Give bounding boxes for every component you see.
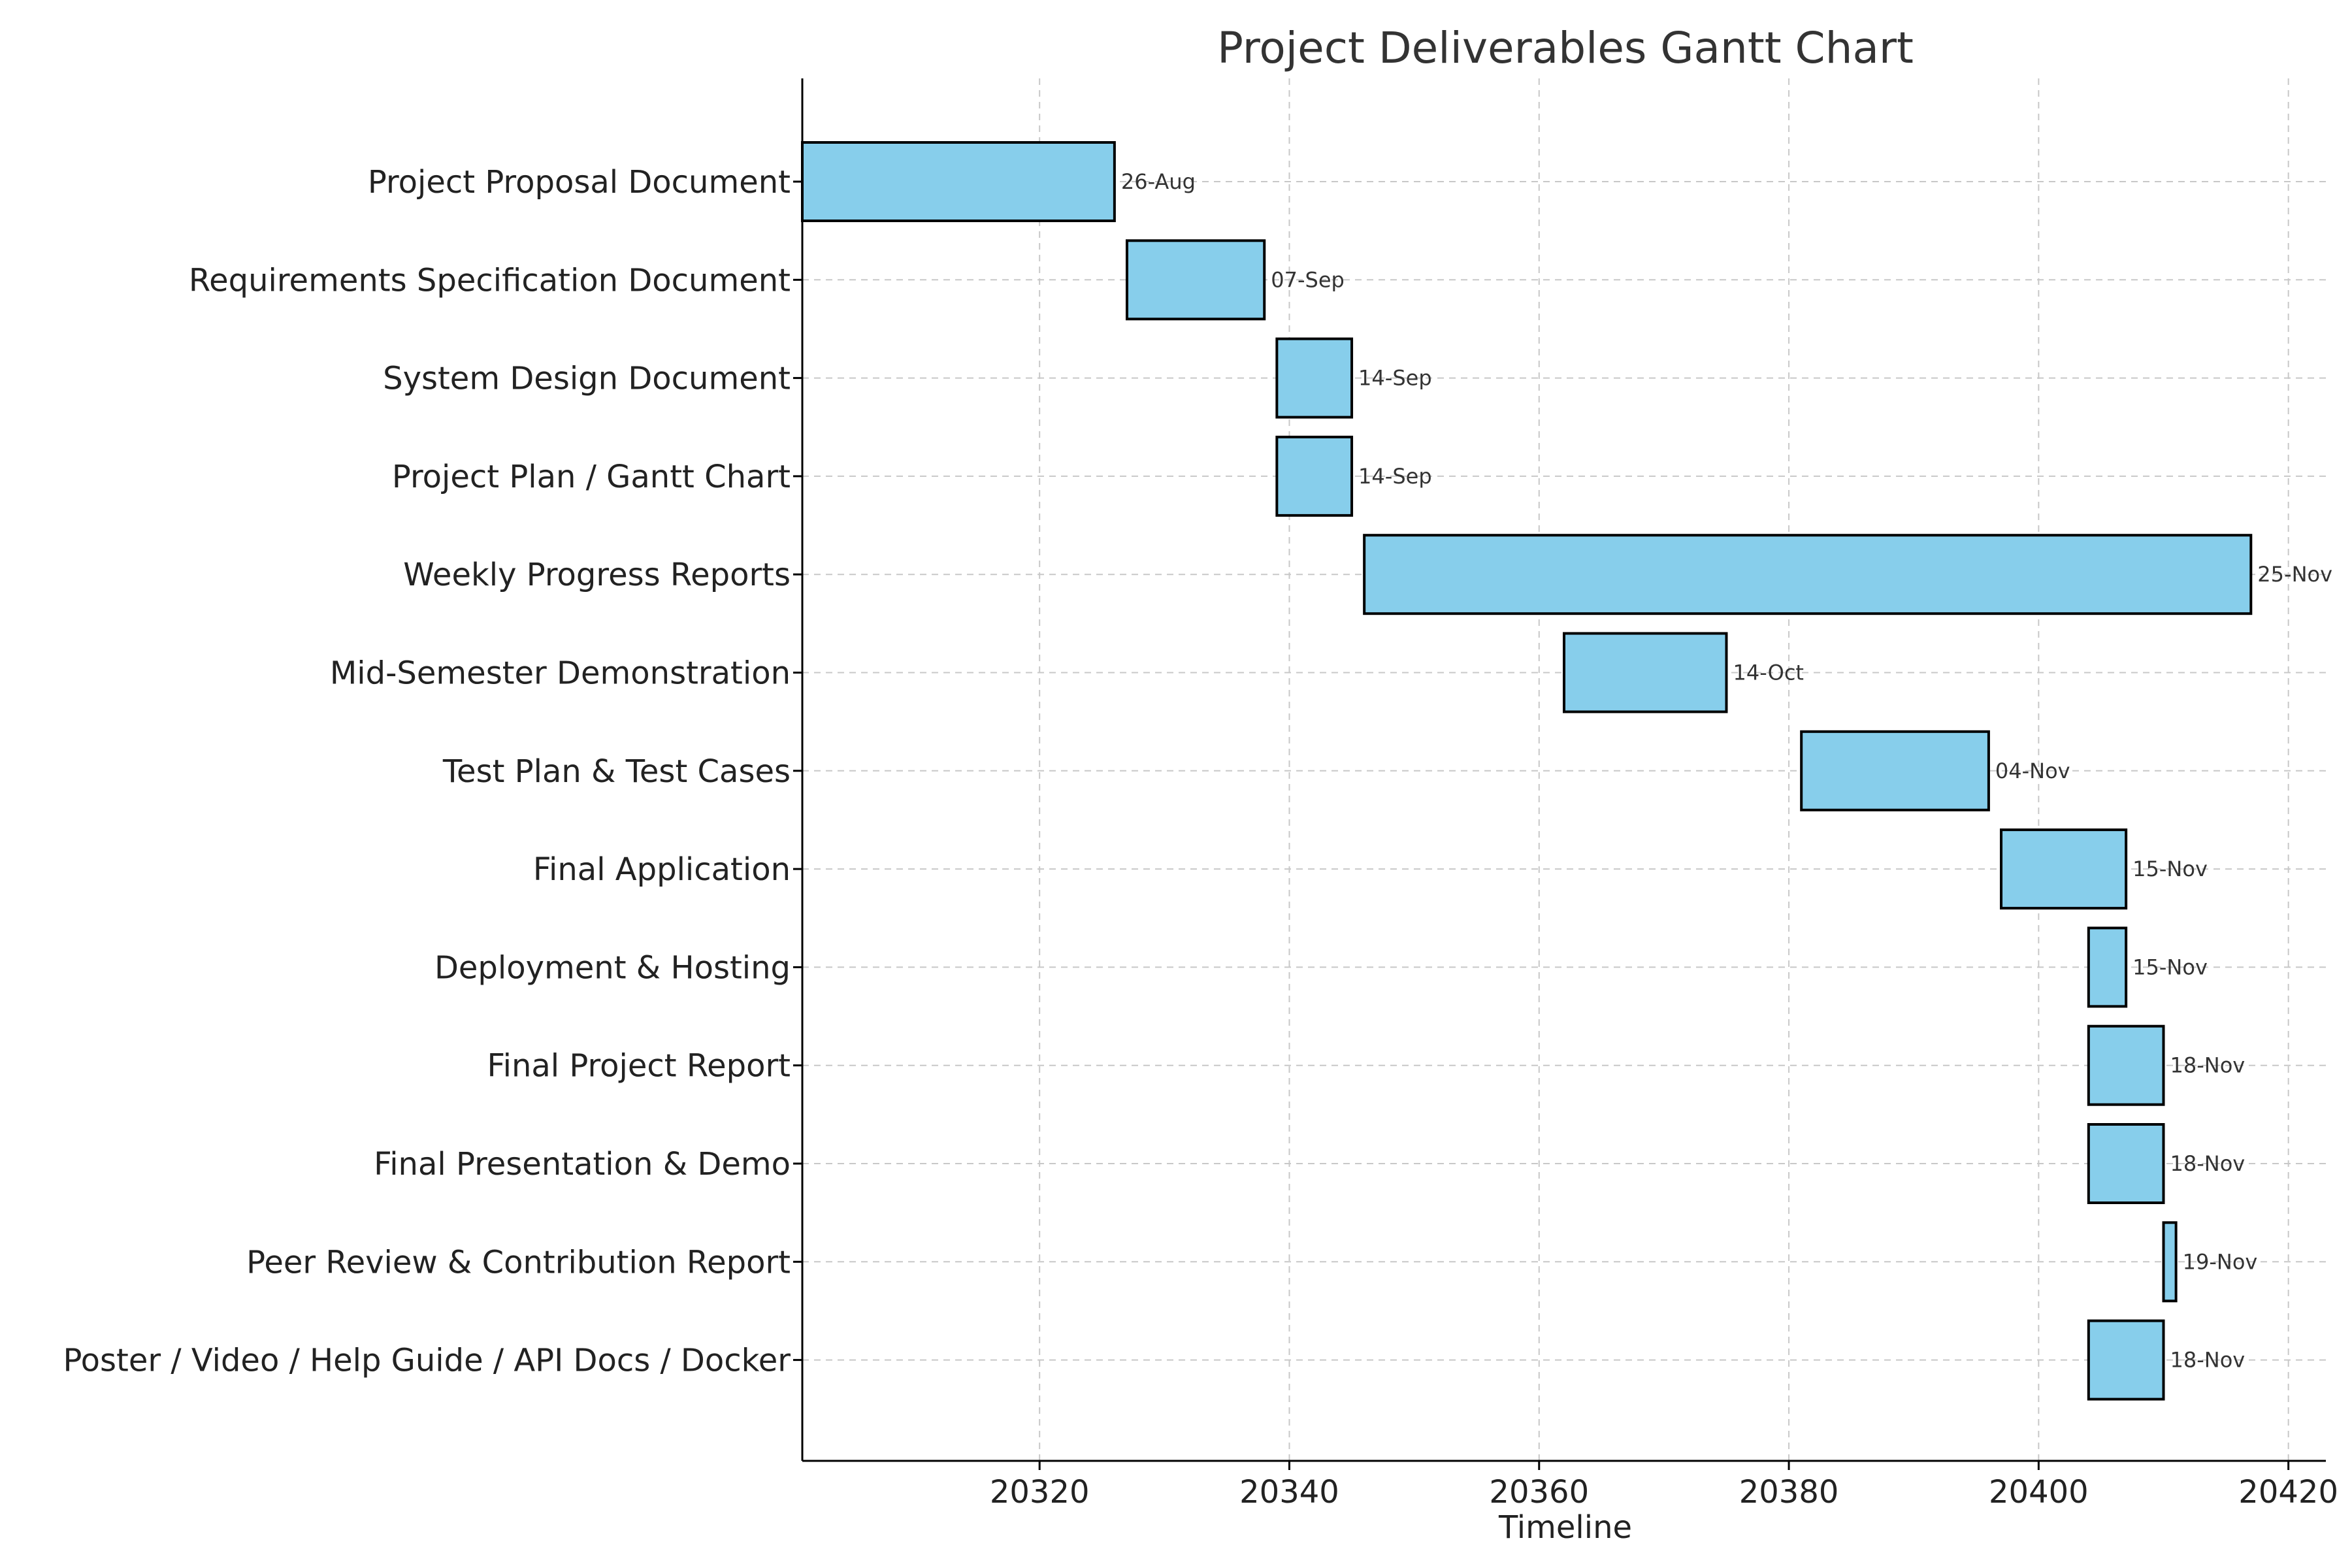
task-label: System Design Document bbox=[383, 361, 791, 397]
bar-layer bbox=[801, 141, 2253, 1401]
grid-layer bbox=[802, 78, 2326, 1461]
end-date-label: 04-Nov bbox=[1995, 759, 2070, 783]
end-date-label: 14-Sep bbox=[1358, 366, 1432, 391]
gantt-bar bbox=[1275, 337, 1354, 419]
axis-layer bbox=[793, 78, 2326, 1470]
task-label: Requirements Specification Document bbox=[189, 262, 791, 299]
end-date-label: 25-Nov bbox=[2257, 562, 2332, 587]
x-tick-label: 20380 bbox=[1739, 1474, 1839, 1511]
task-label: Deployment & Hosting bbox=[434, 949, 791, 986]
end-date-label: 19-Nov bbox=[2183, 1249, 2258, 1274]
task-label: Project Plan / Gantt Chart bbox=[392, 459, 791, 495]
end-date-label: 18-Nov bbox=[2170, 1151, 2246, 1176]
label-layer: 20320 20340 20360 20380 20400 20420 Project Pr… bbox=[63, 164, 2338, 1511]
gantt-bar bbox=[1125, 239, 1266, 321]
end-date-label: 07-Sep bbox=[1271, 267, 1345, 292]
gantt-bar bbox=[1800, 730, 1990, 811]
x-tick-label: 20400 bbox=[1989, 1474, 2089, 1511]
end-date-label: 15-Nov bbox=[2132, 857, 2208, 881]
task-label: Poster / Video / Help Guide / API Docs /… bbox=[63, 1343, 791, 1379]
gantt-bar bbox=[2087, 1319, 2165, 1401]
gantt-bar bbox=[2000, 828, 2128, 910]
task-label: Peer Review & Contribution Report bbox=[246, 1244, 791, 1281]
end-date-label: 18-Nov bbox=[2170, 1053, 2246, 1078]
x-axis-label: Timeline bbox=[1498, 1509, 1632, 1546]
task-label: Final Application bbox=[533, 851, 791, 888]
chart-title: Project Deliverables Gantt Chart bbox=[1217, 23, 1914, 73]
task-label: Weekly Progress Reports bbox=[403, 557, 791, 593]
x-tick-label: 20320 bbox=[990, 1474, 1090, 1511]
x-tick-label: 20420 bbox=[2238, 1474, 2338, 1511]
x-tick-label: 20340 bbox=[1239, 1474, 1339, 1511]
gantt-bar bbox=[1563, 632, 1728, 713]
gantt-bar bbox=[2087, 1123, 2165, 1204]
end-date-label: 14-Oct bbox=[1733, 661, 1803, 685]
end-date-label: 26-Aug bbox=[1121, 169, 1196, 194]
task-label: Final Project Report bbox=[487, 1048, 791, 1085]
gantt-bar bbox=[2087, 926, 2128, 1008]
task-label: Final Presentation & Demo bbox=[374, 1146, 791, 1183]
gantt-bar bbox=[2162, 1221, 2178, 1303]
gantt-bar bbox=[1275, 435, 1354, 517]
x-tick-label: 20360 bbox=[1489, 1474, 1589, 1511]
gantt-bar bbox=[801, 141, 1116, 222]
gantt-bar bbox=[1363, 534, 2253, 615]
task-label: Test Plan & Test Cases bbox=[442, 753, 791, 790]
end-date-label: 14-Sep bbox=[1358, 464, 1432, 489]
task-label: Project Proposal Document bbox=[368, 164, 791, 201]
end-date-label: 18-Nov bbox=[2170, 1348, 2246, 1373]
task-label: Mid-Semester Demonstration bbox=[330, 655, 791, 692]
end-date-label: 15-Nov bbox=[2132, 955, 2208, 979]
gantt-bar bbox=[2087, 1024, 2165, 1106]
